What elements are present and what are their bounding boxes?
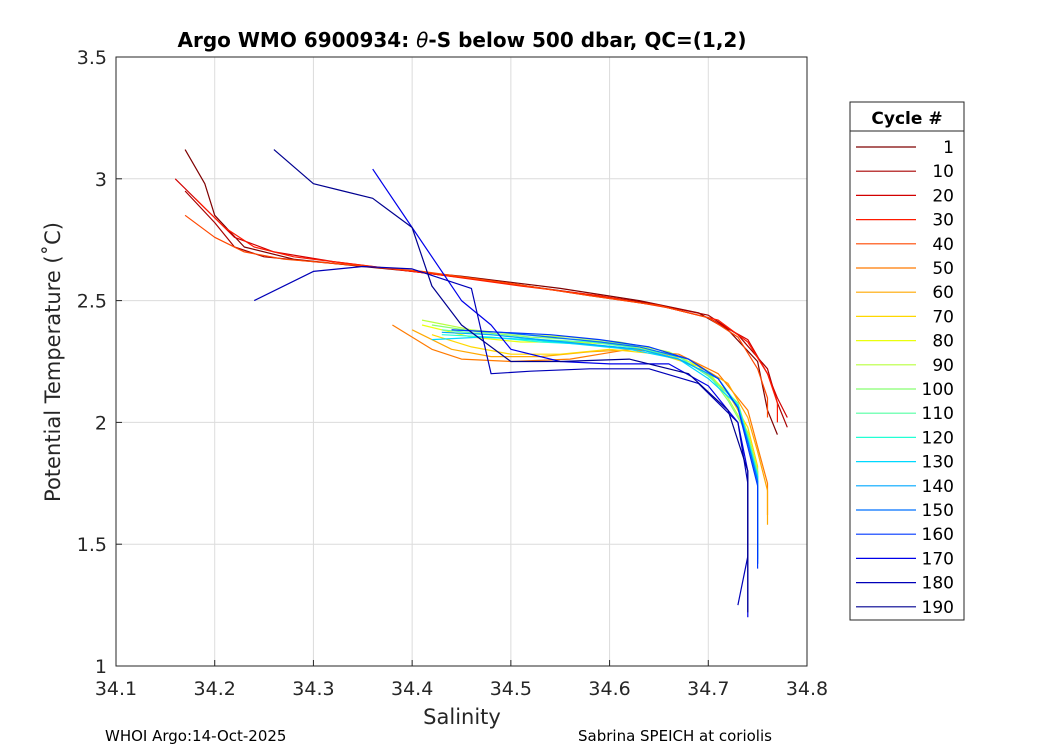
series-group — [174, 149, 788, 618]
x-axis-label: Salinity — [423, 705, 501, 729]
legend-label-cycle-150: 150 — [922, 501, 954, 521]
legend-label-cycle-30: 30 — [932, 211, 954, 231]
x-tick-label: 34.5 — [490, 678, 532, 700]
x-tick-label: 34.8 — [786, 678, 828, 700]
legend-label-cycle-190: 190 — [922, 598, 954, 618]
series-line-cycle-180 — [253, 265, 749, 606]
y-axis-ticks: 1 1.5 2 2.5 3 3.5 — [77, 47, 122, 678]
legend-label-cycle-100: 100 — [922, 380, 954, 400]
legend-label-cycle-110: 110 — [922, 404, 954, 424]
y-tick-label: 3.5 — [77, 47, 107, 69]
x-tick-label: 34.1 — [95, 678, 137, 700]
y-tick-label: 1 — [95, 656, 107, 678]
legend-entries: 1102030405060708090100110120130140150160… — [856, 138, 954, 618]
x-tick-label: 34.3 — [292, 678, 334, 700]
footer-left: WHOI Argo:14-Oct-2025 — [105, 727, 286, 745]
x-tick-label: 34.2 — [194, 678, 236, 700]
legend-label-cycle-160: 160 — [922, 525, 954, 545]
y-axis-label: Potential Temperature (˚C) — [41, 222, 65, 502]
legend-label-cycle-130: 130 — [922, 453, 954, 473]
legend-label-cycle-80: 80 — [932, 332, 954, 352]
legend-label-cycle-20: 20 — [932, 186, 954, 206]
x-tick-label: 34.4 — [391, 678, 433, 700]
x-axis-ticks: 34.1 34.2 34.3 34.4 34.5 34.6 34.7 34.8 — [95, 660, 828, 700]
legend-label-cycle-70: 70 — [932, 307, 954, 327]
legend-title: Cycle # — [871, 109, 942, 129]
plot-area — [116, 57, 807, 666]
legend-label-cycle-1: 1 — [943, 138, 954, 158]
legend-label-cycle-10: 10 — [932, 162, 954, 182]
legend-label-cycle-170: 170 — [922, 549, 954, 569]
legend-label-cycle-40: 40 — [932, 235, 954, 255]
footer-right: Sabrina SPEICH at coriolis — [578, 727, 772, 745]
y-tick-label: 2 — [95, 412, 107, 434]
series-line-cycle-40 — [184, 214, 769, 418]
legend-label-cycle-180: 180 — [922, 574, 954, 594]
axes-box — [115, 56, 808, 667]
legend-label-cycle-60: 60 — [932, 283, 954, 303]
x-tick-label: 34.6 — [588, 678, 630, 700]
legend-label-cycle-50: 50 — [932, 259, 954, 279]
chart-title: Argo WMO 6900934: θ-S below 500 dbar, QC… — [178, 28, 747, 52]
legend-label-cycle-120: 120 — [922, 428, 954, 448]
y-tick-label: 1.5 — [77, 534, 107, 556]
legend: Cycle # 11020304050607080901001101201301… — [849, 101, 965, 621]
series-line-cycle-190 — [273, 149, 749, 613]
y-tick-label: 2.5 — [77, 291, 107, 313]
legend-label-cycle-140: 140 — [922, 477, 954, 497]
legend-label-cycle-90: 90 — [932, 356, 954, 376]
x-tick-label: 34.7 — [687, 678, 729, 700]
y-tick-label: 3 — [95, 169, 107, 191]
series-line-cycle-1 — [184, 149, 778, 435]
series-line-cycle-160 — [451, 329, 759, 569]
